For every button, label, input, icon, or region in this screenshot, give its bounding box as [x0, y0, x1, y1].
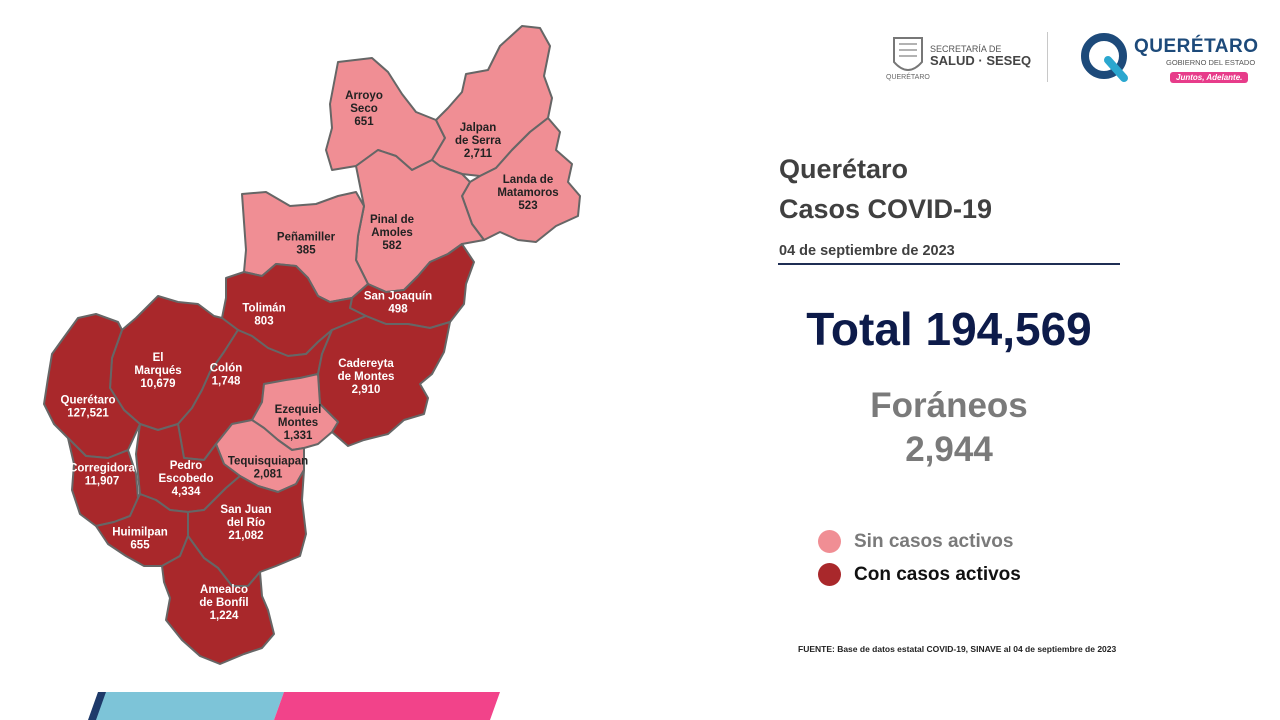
municipality-arroyo-seco-name: Seco: [350, 103, 378, 115]
municipality-san-juan-name: San Juan: [220, 504, 271, 516]
foraneos-label: Foráneos: [870, 386, 1028, 425]
page-title-line1: Querétaro: [779, 154, 909, 184]
municipality-ezequiel-name: Montes: [278, 417, 318, 429]
qro-sub: GOBIERNO DEL ESTADO: [1166, 58, 1256, 67]
municipality-corregidora-value: 11,907: [85, 476, 120, 488]
municipality-landa-name: Landa de: [503, 174, 553, 186]
total-cases: Total 194,569: [806, 303, 1092, 355]
municipality-el-marques-name: El: [153, 352, 164, 364]
municipality-ezequiel-value: 1,331: [284, 430, 313, 442]
municipality-pinal-name: Amoles: [371, 227, 413, 239]
municipality-san-joaquin-name: San Joaquín: [364, 291, 432, 303]
qro-tagline: Juntos, Adelante.: [1170, 72, 1249, 83]
legend-dot-sin-casos: [818, 530, 841, 553]
municipality-corregidora-name: Corregidora: [69, 463, 135, 475]
municipality-jalpan-name: de Serra: [455, 135, 502, 147]
legend-label-sin-casos: Sin casos activos: [854, 530, 1014, 552]
source-note: FUENTE: Base de datos estatal COVID-19, …: [798, 644, 1117, 654]
legend-dot-con-casos: [818, 563, 841, 586]
municipality-san-juan-value: 21,082: [228, 530, 263, 542]
footer-color-bar: [88, 692, 500, 720]
municipality-colon-name: Colón: [210, 363, 243, 375]
municipality-el-marques-value: 10,679: [140, 378, 175, 390]
municipality-queretaro-name: Querétaro: [61, 395, 116, 407]
municipality-colon-value: 1,748: [212, 376, 241, 388]
municipality-penamiller-value: 385: [296, 245, 316, 257]
municipality-huimilpan-value: 655: [130, 540, 150, 552]
municipality-jalpan-value: 2,711: [464, 148, 493, 160]
report-date: 04 de septiembre de 2023: [779, 243, 955, 259]
salud-line3: QUERÉTARO: [886, 74, 930, 81]
municipality-pinal-value: 582: [382, 240, 401, 252]
municipality-san-juan-name: del Río: [227, 517, 265, 529]
legend-item-sin-casos: Sin casos activos: [818, 530, 1013, 553]
foraneos-value: 2,944: [905, 430, 993, 469]
q-logo-icon: [1081, 33, 1128, 82]
qro-name: QUERÉTARO: [1134, 36, 1259, 57]
municipality-amealco-name: de Bonfil: [199, 597, 248, 609]
municipality-arroyo-seco-name: Arroyo: [345, 90, 383, 102]
salud-line1: SECRETARÍA DE: [930, 44, 1002, 54]
municipality-amealco: [161, 535, 275, 665]
municipality-jalpan-name: Jalpan: [460, 122, 496, 134]
municipality-landa-value: 523: [518, 200, 537, 212]
municipality-pinal-name: Pinal de: [370, 214, 414, 226]
municipality-tequisquiapan-name: Tequisquiapan: [228, 456, 308, 468]
municipality-san-joaquin-value: 498: [388, 304, 408, 316]
municipality-cadereyta-value: 2,910: [352, 384, 381, 396]
municipality-amealco-value: 1,224: [210, 610, 239, 622]
page-title-line2: Casos COVID-19: [779, 194, 993, 224]
legend-label-con-casos: Con casos activos: [854, 563, 1021, 585]
municipality-penamiller-name: Peñamiller: [277, 232, 336, 244]
municipality-pedro-escobedo-name: Escobedo: [159, 473, 214, 485]
municipality-pedro-escobedo-name: Pedro: [170, 460, 203, 472]
municipality-landa-name: Matamoros: [497, 187, 558, 199]
municipality-tequisquiapan-value: 2,081: [254, 469, 283, 481]
municipality-cadereyta-name: de Montes: [338, 371, 395, 383]
state-seal-icon: [893, 37, 923, 71]
municipality-toliman-value: 803: [254, 316, 273, 328]
date-underline: [778, 263, 1120, 265]
municipality-queretaro-value: 127,521: [67, 408, 109, 420]
municipality-amealco-name: Amealco: [200, 584, 248, 596]
municipality-pedro-escobedo-value: 4,334: [172, 486, 201, 498]
municipality-arroyo-seco-value: 651: [354, 116, 374, 128]
salud-line2: SALUD · SESEQ: [930, 53, 1032, 68]
municipality-cadereyta-name: Cadereyta: [338, 358, 394, 370]
municipality-el-marques-name: Marqués: [134, 365, 181, 377]
municipality-huimilpan-name: Huimilpan: [112, 527, 168, 539]
legend-item-con-casos: Con casos activos: [818, 563, 1021, 586]
logo-divider: [1047, 32, 1048, 82]
municipality-ezequiel-name: Ezequiel: [275, 404, 322, 416]
municipality-queretaro: [43, 313, 141, 459]
municipality-toliman-name: Tolimán: [242, 303, 285, 315]
